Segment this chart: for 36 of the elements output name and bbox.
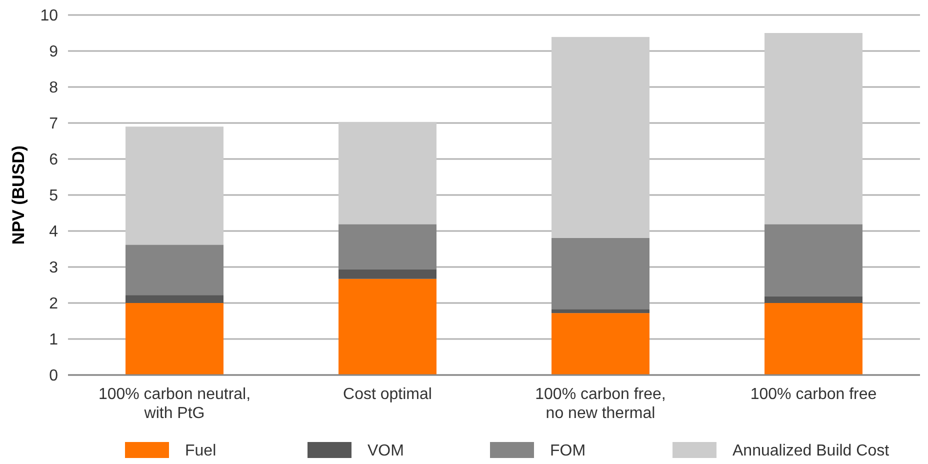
bar — [338, 278, 436, 375]
legend-label: FOM — [550, 442, 586, 460]
legend-label: Fuel — [185, 442, 216, 460]
y-axis-title: NPV (BUSD) — [9, 145, 28, 245]
bar — [764, 303, 862, 375]
legend-label: VOM — [368, 442, 404, 460]
y-tick-label: 6 — [49, 152, 58, 169]
bar — [552, 36, 650, 238]
bar — [552, 238, 650, 310]
y-tick-label: 5 — [49, 188, 58, 205]
bar — [338, 269, 436, 279]
bar — [126, 244, 224, 296]
x-tick-label: Cost optimal — [343, 386, 432, 403]
y-tick-label: 0 — [49, 368, 58, 385]
bar — [338, 224, 436, 270]
legend-label: Annualized Build Cost — [732, 442, 890, 460]
x-tick-label: 100% carbon free — [750, 386, 877, 403]
bar — [552, 309, 650, 314]
bar — [764, 224, 862, 296]
y-tick-label: 1 — [49, 332, 58, 349]
bar — [764, 33, 862, 224]
bar — [338, 122, 436, 224]
y-tick-label: 7 — [49, 116, 58, 133]
y-tick-label: 3 — [49, 260, 58, 277]
y-tick-label: 4 — [49, 224, 58, 241]
y-tick-label: 9 — [49, 44, 58, 61]
y-tick-label: 2 — [49, 296, 58, 313]
y-tick-label: 10 — [40, 8, 58, 25]
bar — [126, 126, 224, 245]
y-tick-label: 8 — [49, 80, 58, 97]
bar — [126, 295, 224, 303]
bar — [552, 313, 650, 375]
bar — [764, 296, 862, 303]
bar — [126, 303, 224, 375]
x-tick-label: 100% carbon free, no new thermal — [535, 386, 666, 422]
x-tick-label: 100% carbon neutral, with PtG — [98, 386, 251, 422]
